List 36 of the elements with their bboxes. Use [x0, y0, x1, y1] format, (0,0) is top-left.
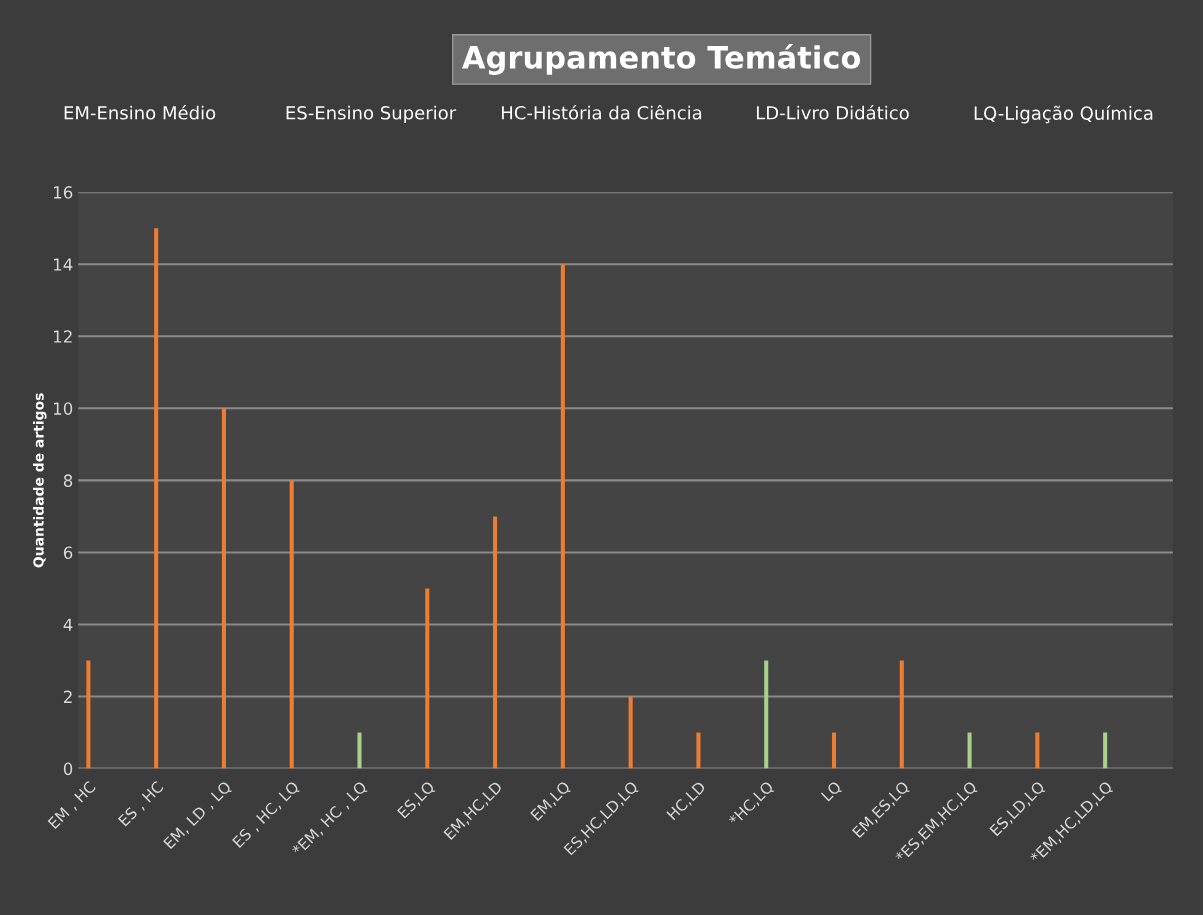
y-tick-label: 10: [53, 402, 73, 415]
bar: [764, 660, 769, 769]
y-axis-title: Quantidade de artigos: [33, 393, 47, 568]
bar: [899, 660, 904, 769]
y-tick-label: 8: [63, 474, 73, 487]
y-tick-label: 6: [63, 546, 73, 559]
bar: [1103, 732, 1108, 769]
bar: [221, 408, 226, 769]
bar: [831, 732, 837, 769]
bar: [560, 264, 565, 769]
bar: [86, 660, 91, 769]
x-tick-label: EM , HC: [47, 780, 98, 831]
bar: [967, 732, 972, 769]
bar: [696, 732, 701, 769]
text: LQ-Ligação Química: [974, 105, 1153, 124]
text: EM-Ensino Médio: [64, 104, 216, 120]
bar: [1035, 732, 1040, 769]
bar: [289, 480, 294, 769]
y-tick-label: 16: [53, 186, 73, 199]
bar: [154, 228, 159, 769]
x-tick-label: ES , HC: [117, 780, 166, 828]
text: HC-História da Ciência: [502, 104, 702, 120]
y-tick-label: 12: [53, 330, 72, 343]
bar: [425, 588, 430, 769]
bar: [357, 732, 362, 769]
x-tick-label: EM, LD , LQ: [163, 780, 233, 851]
text: ES-Ensino Superior: [286, 105, 457, 124]
y-tick-label: 4: [63, 618, 73, 631]
text: LD-Livro Didático: [756, 104, 909, 120]
bar: [493, 516, 498, 769]
bar: [628, 696, 633, 769]
y-tick-label: 2: [63, 690, 72, 703]
y-tick-label: 14: [53, 258, 73, 271]
chart-title: Agrupamento Temático: [462, 43, 861, 75]
x-tick-label: LQ: [820, 780, 843, 803]
y-tick-label: 0: [63, 762, 73, 776]
